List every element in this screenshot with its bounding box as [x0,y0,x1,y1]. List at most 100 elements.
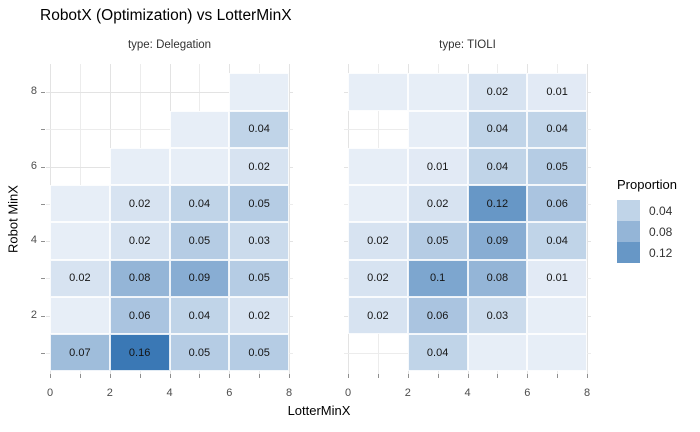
x-axis-tick [229,374,231,378]
heatmap-cell-label: 0.03 [486,309,509,322]
heatmap-cell-label: 0.06 [128,309,151,322]
heatmap-cell-label: 0.06 [426,309,449,322]
y-tick-label: 8 [30,85,37,98]
x-axis-tick [289,374,290,378]
heatmap-cell: 0.06 [527,185,587,223]
legend-entry: 0.08 [617,221,677,242]
heatmap-cell-label: 0.03 [248,235,270,248]
legend-entries: 0.04 0.08 0.12 [617,200,677,263]
heatmap-cell: 0.06 [407,296,468,335]
heatmap-cell: 0.02 [467,73,528,111]
heatmap-cell-label: 0.01 [546,272,568,285]
heatmap-cell: 0.05 [229,185,289,223]
heatmap-cell: 0.16 [109,334,170,372]
heatmap-cell: 0.04 [527,222,587,260]
heatmap-cell: 0.04 [527,110,587,148]
heatmap-cell: 0.02 [229,147,289,186]
heatmap-cell-label: 0.02 [248,160,270,173]
x-tick-label: 0 [344,387,352,399]
heatmap-cell-label: 0.02 [128,235,151,248]
heatmap-cell [407,73,468,111]
heatmap-cell: 0.08 [109,259,170,297]
heatmap-cell-label: 0.01 [546,86,568,99]
facet-panel-tioli: 0.04 0.02 0.06 0.03 0.02 0.1 0.08 0.01 0.02 0.05 0… [344,64,591,374]
heatmap-cell: 0.09 [467,222,528,260]
heatmap-cell: 0.02 [348,296,408,335]
x-axis-tick [467,374,469,378]
legend-swatch [617,221,640,242]
legend: Proportion 0.04 0.08 0.12 [617,177,677,263]
heatmap-cell: 0.02 [348,222,408,260]
heatmap-cell: 0.02 [109,185,170,223]
heatmap-cell-label: 0.02 [367,235,389,248]
heatmap-cell: 0.03 [467,296,528,335]
legend-entry-label: 0.12 [649,245,673,260]
heatmap-cell: 0.05 [527,147,587,186]
heatmap-cell: 0.01 [527,73,587,111]
y-axis-tick [41,92,45,94]
heatmap-cell-label: 0.09 [188,272,211,285]
facet-panel-delegation: 0.07 0.16 0.05 0.05 0.06 0.04 0.02 0.02 0.08 0.09… [46,64,293,374]
heatmap-cell: 0.05 [407,222,468,260]
facet-strip-delegation: type: Delegation [127,39,212,51]
x-axis-tick [50,374,51,378]
heatmap-cell-label: 0.12 [486,197,509,210]
heatmap-cell: 0.1 [407,259,468,297]
heatmap-cell [229,73,289,111]
heatmap-cell [169,110,230,148]
x-axis-tick [407,374,409,378]
x-tick-label: 8 [285,387,293,399]
heatmap-cell [169,147,230,186]
heatmap-cell: 0.04 [169,296,230,335]
chart-title: RobotX (Optimization) vs LotterMinX [40,7,292,24]
x-tick-label: 0 [46,387,54,399]
heatmap-cell-label: 0.05 [188,346,211,359]
heatmap-cell-label: 0.02 [248,309,270,322]
heatmap-cell: 0.04 [229,110,289,148]
x-tick-label: 4 [464,387,471,399]
heatmap-cell: 0.02 [348,259,408,297]
facet-strip-tioli: type: TIOLI [439,39,496,51]
heatmap-cell-label: 0.04 [546,123,568,136]
legend-swatch [617,200,640,221]
x-tick-label: 8 [583,387,591,399]
heatmap-cell-label: 0.08 [128,272,151,285]
x-tick-label: 6 [524,387,531,399]
heatmap-cell-label: 0.02 [69,272,91,285]
x-axis-title: LotterMinX [287,403,351,418]
heatmap-cell-label: 0.04 [188,309,211,322]
heatmap-cell-label: 0.04 [248,123,270,136]
heatmap-cell: 0.02 [109,222,170,260]
gridline-horizontal [46,92,293,94]
gridline-vertical [289,64,290,374]
x-axis-tick [169,374,171,378]
heatmap-cell-label: 0.04 [426,346,449,359]
heatmap-cell [348,147,408,186]
y-tick-label: 2 [30,308,37,321]
heatmap-cell: 0.04 [407,334,468,372]
heatmap-cell: 0.04 [467,110,528,148]
legend-entry: 0.12 [617,242,677,263]
heatmap-cell [50,296,110,335]
x-axis-tick [348,374,349,378]
heatmap-cell: 0.06 [109,296,170,335]
heatmap-cell-label: 0.04 [188,197,211,210]
heatmap-cell-label: 0.09 [486,235,509,248]
heatmap-cell-label: 0.05 [248,346,270,359]
heatmap-cell-label: 0.04 [486,123,509,136]
heatmap-cell: 0.05 [229,259,289,297]
heatmap-cell: 0.04 [169,185,230,223]
heatmap-cell-label: 0.05 [426,235,449,248]
heatmap-cell: 0.01 [407,147,468,186]
y-tick-label: 6 [30,159,37,172]
heatmap-cell-label: 0.06 [546,197,568,210]
x-tick-label: 6 [226,387,233,399]
x-tick-label: 2 [106,387,113,399]
x-axis-tick [79,374,81,378]
heatmap-cell-label: 0.02 [367,309,389,322]
heatmap-cell-label: 0.04 [486,160,509,173]
heatmap-cell-label: 0.16 [128,346,151,359]
heatmap-cell-label: 0.02 [367,272,389,285]
heatmap-cell [527,296,587,335]
x-axis-tick [259,374,261,378]
